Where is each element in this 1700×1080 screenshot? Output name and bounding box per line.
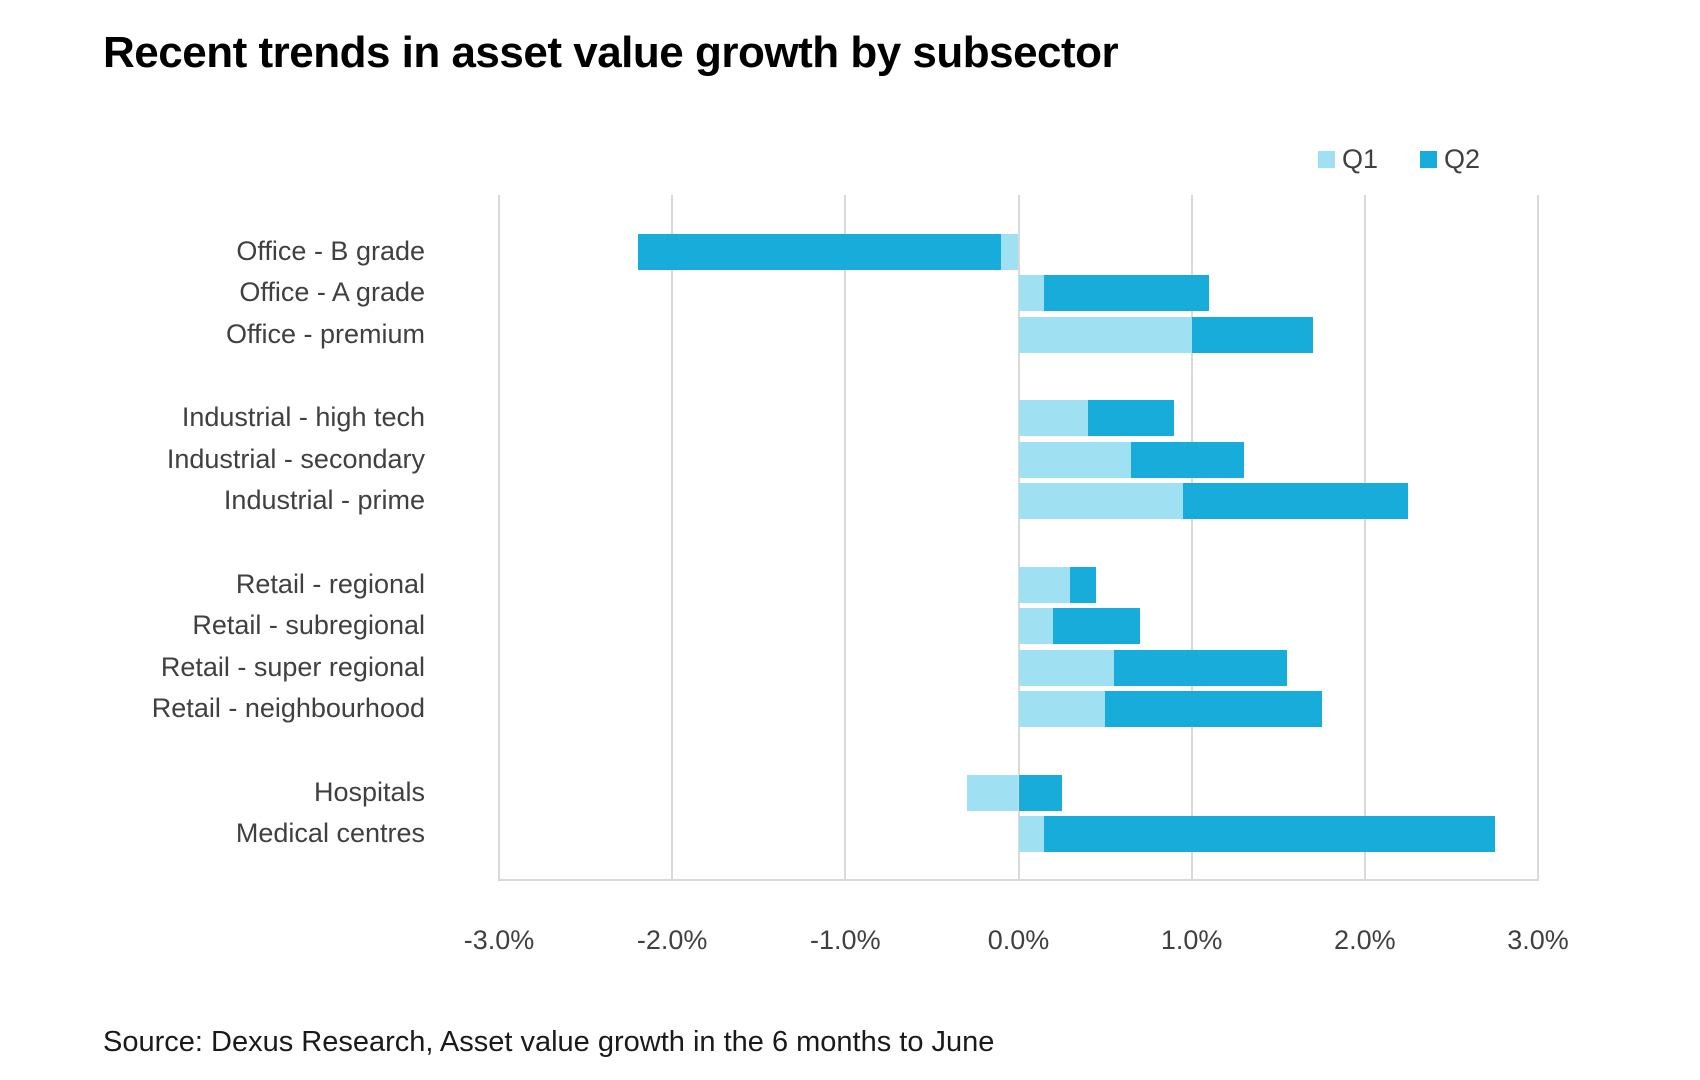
legend-label-q2: Q2	[1443, 144, 1480, 174]
x-axis-line	[499, 879, 1538, 881]
category-label-10: Hospitals	[313, 776, 425, 807]
gridline--1.0%	[844, 195, 847, 881]
bar-q1-6	[1018, 566, 1071, 603]
bar-q2-0	[637, 233, 1002, 270]
bar-q2-2	[1191, 317, 1313, 353]
x-tick-label--2.0%: -2.0%	[636, 925, 708, 955]
category-label-2: Office - premium	[225, 319, 425, 349]
bar-q1-5	[1018, 483, 1183, 520]
legend-item-q2: Q2	[1419, 144, 1480, 175]
bar-q2-11	[1044, 816, 1495, 853]
category-label-6: Retail - regional	[235, 568, 425, 599]
gridline-0.0%	[1017, 195, 1020, 881]
source-note: Source: Dexus Research, Asset value grow…	[103, 1026, 995, 1058]
x-tick-label-3.0%: 3.0%	[1507, 925, 1569, 955]
bar-q2-8	[1113, 649, 1287, 686]
bar-q2-3	[1087, 400, 1175, 437]
x-tick-label--3.0%: -3.0%	[463, 925, 535, 955]
legend-swatch-q1	[1317, 151, 1335, 168]
x-tick-label--1.0%: -1.0%	[810, 925, 881, 955]
category-label-11: Medical centres	[235, 818, 425, 849]
bar-q1-4	[1018, 441, 1132, 478]
bar-q1-8	[1018, 649, 1114, 686]
x-tick-label-0.0%: 0.0%	[987, 925, 1050, 955]
chart-title: Recent trends in asset value growth by s…	[103, 28, 1119, 77]
category-label-0: Office - B grade	[236, 235, 425, 266]
gridline-2.0%	[1363, 195, 1366, 881]
legend: Q1 Q2	[1317, 144, 1480, 175]
gridline-1.0%	[1190, 195, 1193, 881]
bar-q2-1	[1044, 275, 1209, 312]
bar-q1-11	[1018, 816, 1045, 853]
category-label-8: Retail - super regional	[160, 651, 425, 682]
x-tick-label-2.0%: 2.0%	[1334, 925, 1396, 955]
bar-q1-3	[1018, 400, 1088, 437]
legend-label-q1: Q1	[1341, 144, 1378, 174]
category-label-1: Office - A grade	[239, 277, 425, 308]
category-label-3: Industrial - high tech	[181, 402, 425, 433]
bar-q2-5	[1183, 483, 1409, 520]
bar-q2-10	[1018, 774, 1062, 811]
bar-q1-2	[1018, 317, 1192, 353]
plot-area: Office - B grade Office - A grade Office -…	[0, 195, 1700, 881]
category-label-9: Retail - neighbourhood	[151, 693, 425, 724]
bar-q2-7	[1053, 608, 1140, 645]
category-label-7: Retail - subregional	[192, 610, 425, 641]
bar-q1-7	[1018, 608, 1054, 645]
category-label-5: Industrial - prime	[223, 485, 425, 516]
bar-q1-1	[1018, 275, 1045, 312]
legend-item-q1: Q1	[1317, 144, 1378, 175]
legend-swatch-q2	[1419, 151, 1437, 168]
bar-q2-9	[1105, 691, 1322, 728]
bar-q2-6	[1070, 566, 1097, 603]
bar-q1-0	[1001, 233, 1019, 270]
gridline--2.0%	[671, 195, 674, 881]
gridline--3.0%	[498, 195, 500, 881]
bar-q1-9	[1018, 691, 1106, 728]
x-tick-label-1.0%: 1.0%	[1160, 925, 1223, 955]
category-label-4: Industrial - secondary	[166, 443, 425, 474]
bar-q1-10	[966, 774, 1019, 811]
gridline-3.0%	[1537, 195, 1539, 881]
bar-q2-4	[1131, 441, 1244, 478]
